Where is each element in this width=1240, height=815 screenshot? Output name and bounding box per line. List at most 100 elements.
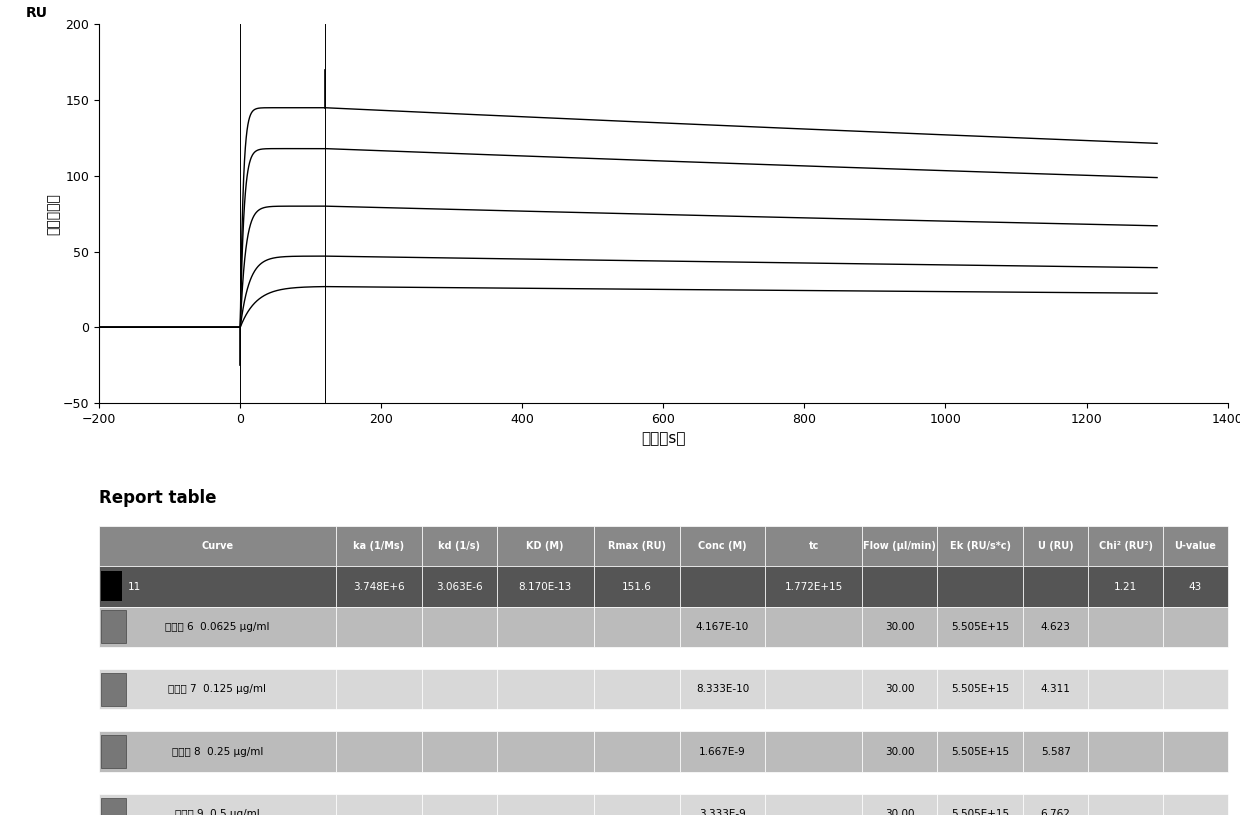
Bar — [1087, 732, 1163, 772]
X-axis label: 时间（s）: 时间（s） — [641, 431, 686, 447]
Bar — [1163, 794, 1228, 815]
Text: 1.772E+15: 1.772E+15 — [785, 582, 843, 592]
Bar — [1087, 669, 1163, 709]
Text: Curve: Curve — [201, 541, 233, 551]
Bar — [937, 566, 1023, 606]
Bar — [1087, 526, 1163, 566]
Bar — [336, 794, 422, 815]
Bar — [1023, 566, 1087, 606]
Bar — [99, 732, 336, 772]
Bar — [1023, 606, 1087, 647]
Bar — [862, 794, 937, 815]
Bar — [765, 732, 862, 772]
Bar — [594, 606, 680, 647]
Bar — [765, 669, 862, 709]
Text: RU: RU — [26, 6, 48, 20]
Bar — [1023, 669, 1087, 709]
Bar — [422, 794, 497, 815]
Text: 43: 43 — [1189, 582, 1202, 592]
Bar — [497, 794, 594, 815]
Bar — [336, 669, 422, 709]
Bar — [1163, 732, 1228, 772]
Bar — [497, 669, 594, 709]
Bar — [765, 526, 862, 566]
Bar — [336, 732, 422, 772]
Bar — [937, 526, 1023, 566]
Text: 4.311: 4.311 — [1040, 685, 1070, 694]
Text: Flow (μl/min): Flow (μl/min) — [863, 541, 936, 551]
Bar — [1023, 794, 1087, 815]
Bar — [99, 526, 336, 566]
Text: 8.333E-10: 8.333E-10 — [696, 685, 749, 694]
Text: U (RU): U (RU) — [1038, 541, 1074, 551]
Text: 稀释液 7  0.125 μg/ml: 稀释液 7 0.125 μg/ml — [169, 685, 267, 694]
Bar — [594, 732, 680, 772]
Text: 30.00: 30.00 — [885, 809, 915, 815]
Text: 3.063E-6: 3.063E-6 — [436, 582, 482, 592]
Text: Report table: Report table — [99, 489, 217, 507]
Bar — [937, 732, 1023, 772]
Bar — [102, 798, 126, 815]
Bar — [1087, 794, 1163, 815]
Bar — [862, 566, 937, 606]
Bar — [497, 566, 594, 606]
Text: 8.170E-13: 8.170E-13 — [518, 582, 572, 592]
Bar — [102, 570, 122, 601]
Y-axis label: 光学应答值: 光学应答值 — [46, 193, 61, 235]
Bar — [594, 566, 680, 606]
Text: 4.623: 4.623 — [1040, 622, 1070, 632]
Text: 稀释液 6  0.0625 μg/ml: 稀释液 6 0.0625 μg/ml — [165, 622, 269, 632]
Text: 稀释液 8  0.25 μg/ml: 稀释液 8 0.25 μg/ml — [171, 747, 263, 756]
Bar — [1163, 566, 1228, 606]
Text: Chi² (RU²): Chi² (RU²) — [1099, 541, 1152, 551]
Bar — [1163, 606, 1228, 647]
Text: 5.505E+15: 5.505E+15 — [951, 747, 1009, 756]
Text: 11: 11 — [128, 582, 140, 592]
Bar — [99, 566, 336, 606]
Bar — [422, 526, 497, 566]
Bar — [422, 732, 497, 772]
Bar — [336, 606, 422, 647]
Text: tc: tc — [808, 541, 820, 551]
Text: 5.505E+15: 5.505E+15 — [951, 685, 1009, 694]
Bar — [862, 669, 937, 709]
Bar — [1163, 526, 1228, 566]
Text: KD (M): KD (M) — [527, 541, 564, 551]
Text: 5.505E+15: 5.505E+15 — [951, 809, 1009, 815]
Bar — [862, 606, 937, 647]
Bar — [1087, 566, 1163, 606]
Text: 6.762: 6.762 — [1040, 809, 1070, 815]
Text: Conc (M): Conc (M) — [698, 541, 746, 551]
Text: kd (1/s): kd (1/s) — [438, 541, 480, 551]
Bar — [102, 673, 126, 706]
Text: 30.00: 30.00 — [885, 747, 915, 756]
Bar — [1163, 669, 1228, 709]
Text: 稀释液 9  0.5 μg/ml: 稀释液 9 0.5 μg/ml — [175, 809, 260, 815]
Bar — [680, 606, 765, 647]
Text: 1.667E-9: 1.667E-9 — [699, 747, 746, 756]
Text: 30.00: 30.00 — [885, 685, 915, 694]
Bar — [497, 526, 594, 566]
Text: 3.748E+6: 3.748E+6 — [353, 582, 404, 592]
Text: U-value: U-value — [1174, 541, 1216, 551]
Bar — [422, 566, 497, 606]
Bar — [497, 732, 594, 772]
Bar — [680, 732, 765, 772]
Bar — [765, 794, 862, 815]
Bar — [862, 732, 937, 772]
Bar — [680, 526, 765, 566]
Bar — [422, 606, 497, 647]
Bar — [102, 610, 126, 643]
Bar — [680, 566, 765, 606]
Bar — [937, 669, 1023, 709]
Bar — [1023, 732, 1087, 772]
Text: 3.333E-9: 3.333E-9 — [699, 809, 746, 815]
Bar — [99, 606, 336, 647]
Bar — [102, 735, 126, 768]
Bar — [594, 669, 680, 709]
Bar — [497, 606, 594, 647]
Text: 5.587: 5.587 — [1040, 747, 1070, 756]
Bar — [336, 526, 422, 566]
Bar — [680, 794, 765, 815]
Text: Rmax (RU): Rmax (RU) — [608, 541, 666, 551]
